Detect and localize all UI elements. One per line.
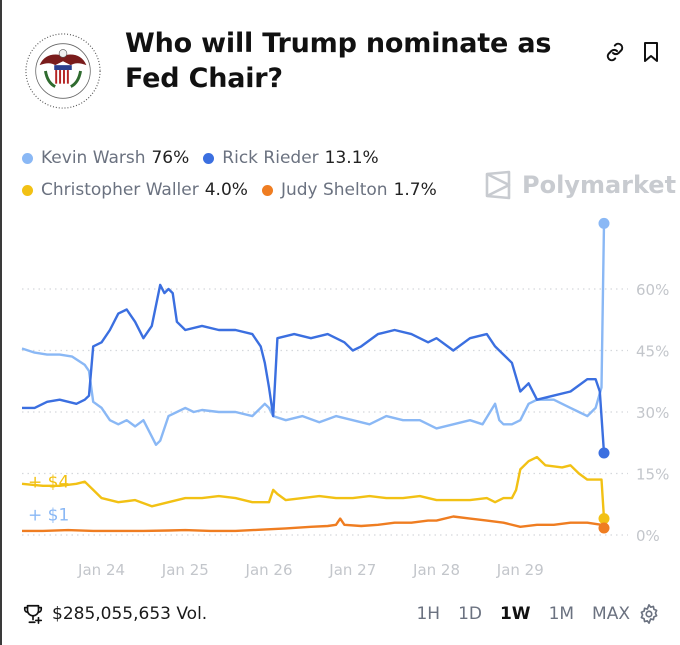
series-line-kevin-warsh[interactable]	[21, 223, 606, 446]
link-icon[interactable]	[603, 40, 627, 64]
legend-dot-icon	[261, 184, 273, 196]
series-end-dot	[598, 513, 610, 525]
time-range-selector: 1H 1D 1W 1M MAX	[398, 598, 660, 630]
range-max-button[interactable]: MAX	[592, 604, 630, 624]
x-tick-label: Jan 27	[328, 561, 376, 579]
x-tick-label: Jan 28	[412, 561, 460, 579]
y-tick-label: 60%	[636, 281, 669, 299]
chart-footer: $285,055,653 Vol. 1H 1D 1W 1M MAX	[22, 598, 672, 630]
y-tick-label: 0%	[636, 527, 660, 545]
legend-dot-icon	[22, 152, 33, 164]
y-tick-label: 15%	[636, 466, 669, 484]
trophy-icon	[23, 604, 43, 624]
bookmark-icon[interactable]	[639, 40, 663, 64]
polymarket-brand: Polymarket	[484, 170, 676, 200]
range-1d-button[interactable]: 1D	[458, 604, 482, 624]
range-1w-button[interactable]: 1W	[499, 604, 531, 624]
series-line-judy-shelton[interactable]	[22, 515, 605, 533]
page-title: Who will Trump nominate as Fed Chair?	[125, 28, 552, 94]
legend-value: 76%	[151, 148, 190, 168]
legend-dot-icon	[203, 152, 215, 164]
chart-legend: Kevin Warsh 76% Rick Rieder 13.1% Christ…	[22, 142, 662, 206]
legend-value: 1.7%	[393, 180, 437, 200]
y-tick-label: 45%	[636, 343, 669, 361]
series-end-dot	[598, 217, 610, 229]
legend-label: Rick Rieder	[222, 148, 319, 168]
series-end-dot	[598, 522, 610, 534]
federal-reserve-seal-icon	[25, 33, 101, 109]
chart-annotation: + $1	[28, 506, 69, 526]
chart-annotation: + $4	[28, 473, 69, 493]
series-end-dot	[598, 447, 610, 459]
legend-dot-icon	[22, 184, 33, 196]
legend-value: 13.1%	[324, 148, 379, 168]
legend-row-1: Kevin Warsh 76% Rick Rieder 13.1%	[22, 142, 662, 174]
price-chart[interactable]: 0% 15% 30% 45% 60% Jan 24 Jan 25 Jan 26 Jan 27 J…	[0, 215, 680, 585]
range-1h-button[interactable]: 1H	[416, 604, 441, 624]
legend-label: Kevin Warsh	[41, 148, 146, 168]
legend-label: Christopher Waller	[41, 180, 199, 200]
legend-item-kevin-warsh[interactable]: Kevin Warsh 76%	[22, 148, 189, 168]
market-header: Who will Trump nominate as Fed Chair?	[22, 22, 672, 132]
x-tick-label: Jan 24	[77, 561, 125, 579]
y-tick-label: 30%	[636, 404, 669, 422]
polymarket-logo-icon	[485, 170, 511, 200]
series-line-rick-rieder[interactable]	[22, 283, 606, 454]
legend-item-christopher-waller[interactable]: Christopher Waller 4.0%	[22, 180, 248, 200]
volume-value: $285,055,653 Vol.	[52, 604, 208, 624]
range-1m-button[interactable]: 1M	[548, 604, 575, 624]
x-tick-label: Jan 26	[245, 561, 293, 579]
series-line-christopher-waller[interactable]	[21, 455, 606, 519]
x-tick-label: Jan 25	[161, 561, 209, 579]
legend-label: Judy Shelton	[280, 180, 388, 200]
volume-info: $285,055,653 Vol.	[22, 603, 207, 625]
gear-icon[interactable]	[638, 603, 660, 625]
window-left-border	[0, 0, 2, 645]
legend-item-judy-shelton[interactable]: Judy Shelton 1.7%	[261, 180, 437, 200]
brand-label: Polymarket	[522, 171, 677, 199]
legend-item-rick-rieder[interactable]: Rick Rieder 13.1%	[203, 148, 379, 168]
x-tick-label: Jan 29	[496, 561, 544, 579]
legend-row-2: Christopher Waller 4.0% Judy Shelton 1.7…	[22, 174, 662, 206]
legend-value: 4.0%	[204, 180, 248, 200]
